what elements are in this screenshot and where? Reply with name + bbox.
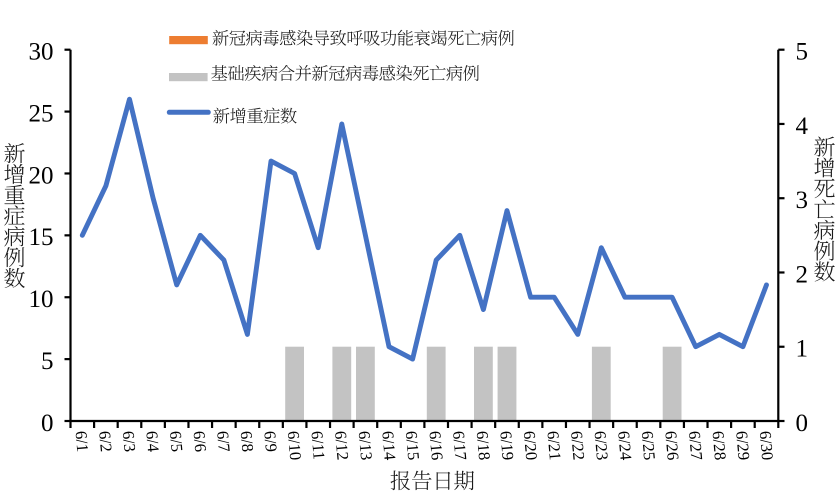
- svg-text:6/26: 6/26: [661, 430, 682, 461]
- svg-text:6/9: 6/9: [260, 430, 281, 453]
- svg-text:1: 1: [796, 336, 809, 363]
- svg-text:6/10: 6/10: [284, 430, 305, 461]
- svg-text:6/2: 6/2: [95, 430, 116, 453]
- svg-text:6/29: 6/29: [732, 430, 753, 461]
- svg-text:6/15: 6/15: [402, 430, 423, 461]
- svg-text:4: 4: [796, 113, 809, 140]
- svg-text:6/27: 6/27: [685, 430, 706, 461]
- svg-text:0: 0: [796, 410, 809, 437]
- svg-text:6/17: 6/17: [449, 430, 470, 461]
- svg-text:25: 25: [29, 101, 54, 128]
- svg-text:15: 15: [29, 224, 54, 251]
- svg-text:0: 0: [41, 410, 54, 437]
- svg-text:6/18: 6/18: [473, 430, 494, 461]
- svg-text:10: 10: [29, 286, 54, 313]
- svg-text:6/21: 6/21: [543, 430, 564, 461]
- svg-text:3: 3: [796, 187, 809, 214]
- svg-text:6/19: 6/19: [496, 430, 517, 461]
- svg-text:6/23: 6/23: [591, 430, 612, 461]
- svg-text:6/8: 6/8: [237, 430, 258, 453]
- svg-text:6/22: 6/22: [567, 430, 588, 461]
- svg-text:6/16: 6/16: [425, 430, 446, 461]
- svg-text:6/6: 6/6: [190, 430, 211, 453]
- svg-text:6/25: 6/25: [638, 430, 659, 461]
- svg-text:30: 30: [29, 39, 54, 66]
- svg-text:6/7: 6/7: [213, 430, 234, 453]
- svg-text:6/14: 6/14: [378, 430, 399, 461]
- svg-text:6/12: 6/12: [331, 430, 352, 461]
- svg-text:6/20: 6/20: [520, 430, 541, 461]
- svg-text:6/3: 6/3: [119, 430, 140, 453]
- svg-text:6/1: 6/1: [72, 430, 93, 453]
- svg-text:6/24: 6/24: [614, 430, 635, 461]
- svg-text:6/13: 6/13: [355, 430, 376, 461]
- svg-text:6/5: 6/5: [166, 430, 187, 453]
- svg-text:6/30: 6/30: [756, 430, 777, 461]
- svg-text:5: 5: [41, 348, 54, 375]
- svg-text:5: 5: [796, 39, 809, 66]
- svg-text:6/4: 6/4: [142, 430, 163, 453]
- svg-text:20: 20: [29, 162, 54, 189]
- svg-text:6/28: 6/28: [709, 430, 730, 461]
- svg-text:2: 2: [796, 261, 809, 288]
- svg-text:6/11: 6/11: [307, 430, 328, 460]
